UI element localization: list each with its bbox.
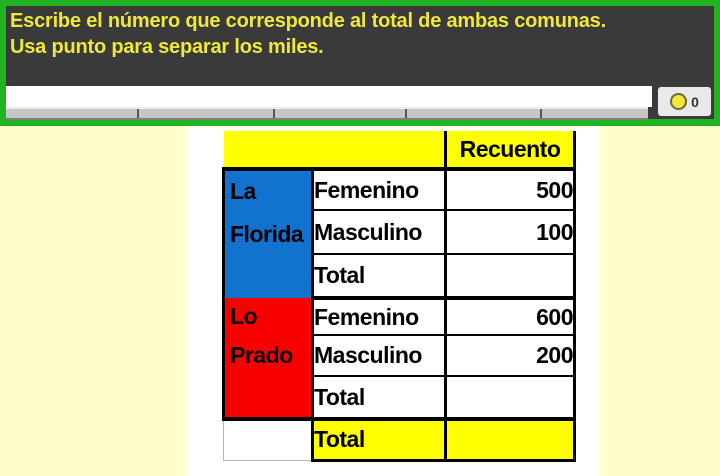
group-name-line: La	[230, 178, 256, 204]
bar-divider	[273, 109, 275, 118]
answer-input[interactable]	[6, 86, 652, 107]
segmented-bar	[6, 107, 648, 120]
yellow-dot-icon	[670, 93, 688, 110]
group-name-line: Prado	[230, 342, 293, 368]
row-value-cell	[444, 253, 576, 300]
instruction-frame: Escribe el número que corresponde al tot…	[0, 0, 720, 126]
table-footer-row: Total	[223, 417, 576, 462]
table-row: Total	[224, 375, 576, 421]
table-row: Lo Prado Femenino 600	[222, 297, 576, 419]
attempt-counter-button[interactable]: 0	[656, 85, 713, 118]
communes-table: Recuento La Florida Femenino 500 Masculi…	[222, 131, 576, 462]
group-name-line: Lo	[230, 303, 258, 329]
table-header-row: Recuento	[223, 131, 576, 171]
row-value-cell: 200	[444, 334, 576, 377]
attempt-counter-label: 0	[691, 93, 699, 110]
instruction-text: Escribe el número que corresponde al tot…	[10, 8, 700, 60]
recuento-header-cell: Recuento	[445, 131, 576, 171]
instruction-line-1: Escribe el número que corresponde al tot…	[10, 10, 606, 32]
table-row: Total	[224, 253, 576, 300]
row-value-cell: 100	[444, 209, 576, 255]
table-row: Masculino 100	[224, 209, 576, 255]
bar-divider	[137, 109, 139, 118]
table-row: La Florida Femenino 500	[222, 168, 576, 298]
bar-divider	[540, 109, 542, 118]
grand-total-label-cell: Total	[311, 417, 447, 462]
grand-total-value-cell	[444, 417, 576, 462]
group-name-line: Florida	[230, 220, 304, 247]
bar-divider	[405, 109, 407, 118]
header-spacer-cell	[223, 131, 447, 171]
row-label-cell: Total	[311, 253, 447, 300]
lo-prado-cell: Lo Prado	[222, 298, 314, 419]
row-label-cell: Femenino	[311, 297, 447, 336]
row-label-cell: Masculino	[311, 334, 447, 377]
row-value-cell	[444, 375, 576, 421]
la-florida-cell: La Florida	[222, 169, 314, 298]
row-label-cell: Masculino	[311, 209, 447, 255]
row-label-cell: Femenino	[311, 168, 447, 211]
row-value-cell: 500	[444, 168, 576, 211]
footer-spacer-cell	[223, 417, 313, 461]
table-row: Masculino 200	[224, 334, 576, 377]
instruction-line-2: Usa punto para separar los miles.	[10, 36, 324, 58]
row-value-cell: 600	[444, 297, 576, 336]
row-label-cell: Total	[311, 375, 447, 421]
